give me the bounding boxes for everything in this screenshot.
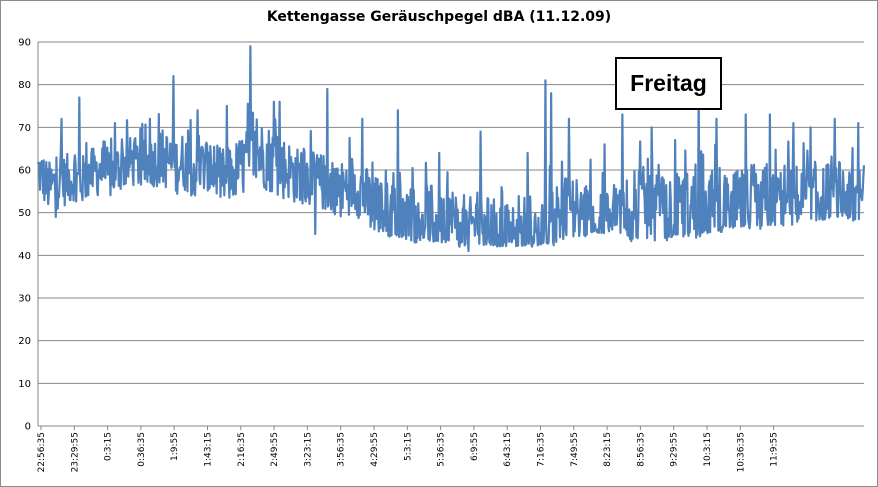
annotation-freitag: Freitag <box>615 57 722 110</box>
x-tick-label: 6:9:55 <box>470 432 480 461</box>
y-tick-label: 20 <box>18 336 31 347</box>
x-tick-label: 7:49:55 <box>570 432 580 467</box>
x-tick-label: 23:29:55 <box>70 432 80 472</box>
x-tick-label: 2:16:35 <box>237 432 247 467</box>
x-tick-labels: 22:56:35 23:29:55 0:3:15 0:36:35 1:9:55 1:43:… <box>37 432 780 472</box>
x-tick-label: 2:49:55 <box>270 432 280 467</box>
x-tick-label: 4:29:55 <box>370 432 380 467</box>
y-tick-label: 90 <box>18 38 31 49</box>
x-tick-label: 1:9:55 <box>170 432 180 461</box>
x-tick-label: 10:36:35 <box>736 432 746 472</box>
y-tick-label: 0 <box>25 422 31 433</box>
x-tick-label: 5:3:15 <box>403 432 413 461</box>
x-tick-label: 7:16:35 <box>537 432 547 467</box>
x-tick-label: 6:43:15 <box>503 432 513 467</box>
x-tick-label: 0:3:15 <box>104 432 114 461</box>
x-tick-label: 11:9:55 <box>770 432 780 467</box>
axes <box>37 42 864 430</box>
y-tick-label: 40 <box>18 251 31 262</box>
y-tick-label: 60 <box>18 166 31 177</box>
chart-title: Kettengasse Geräuschpegel dBA (11.12.09) <box>266 9 612 25</box>
x-tick-label: 8:56:35 <box>636 432 646 467</box>
y-tick-label: 10 <box>18 379 31 390</box>
series-layer <box>36 45 866 253</box>
x-tick-label: 3:23:15 <box>303 432 313 467</box>
y-tick-labels: 0 10 20 30 40 50 60 70 80 90 <box>18 38 31 433</box>
y-tick-label: 30 <box>18 294 31 305</box>
y-tick-label: 70 <box>18 123 31 134</box>
x-tick-label: 5:36:35 <box>437 432 447 467</box>
x-tick-label: 1:43:15 <box>204 432 214 467</box>
x-tick-label: 0:36:35 <box>137 432 147 467</box>
series-line <box>36 45 866 253</box>
y-tick-label: 50 <box>18 208 31 219</box>
x-tick-label: 9:29:55 <box>670 432 680 467</box>
x-tick-label: 22:56:35 <box>37 432 47 472</box>
x-tick-label: 3:56:35 <box>337 432 347 467</box>
x-tick-label: 8:23:15 <box>603 432 613 467</box>
y-tick-label: 80 <box>18 80 31 91</box>
x-tick-label: 10:3:15 <box>703 432 713 467</box>
